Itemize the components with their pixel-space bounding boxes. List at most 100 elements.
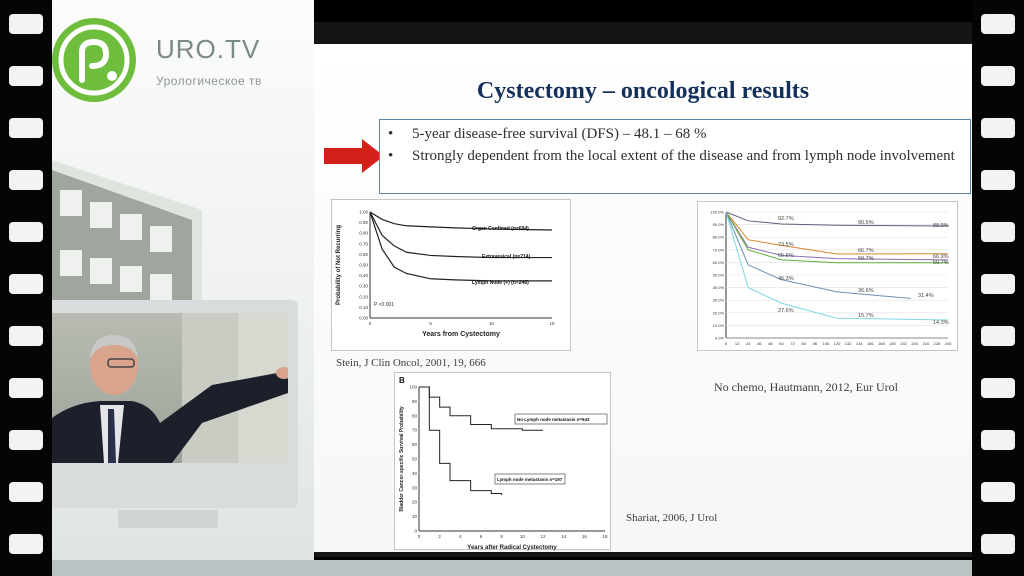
y-tick-label: 0.50 [359, 263, 368, 268]
data-label: 15.7% [858, 313, 874, 319]
film-hole [9, 274, 43, 294]
film-hole [9, 118, 43, 138]
y-tick-label: 30.0% [713, 298, 725, 303]
presentation-slide: Cystectomy – oncological results • 5-yea… [314, 44, 972, 552]
bullet-box: • 5-year disease-free survival (DFS) – 4… [379, 119, 971, 194]
y-tick-label: 0.70 [359, 241, 368, 246]
y-tick-label: 100 [409, 385, 417, 390]
film-hole [981, 482, 1015, 502]
film-hole [9, 534, 43, 554]
x-tick-label: 144 [856, 341, 863, 346]
y-tick-label: 100.0% [710, 210, 724, 215]
caption-stein: Stein, J Clin Oncol, 2001, 19, 666 [336, 357, 486, 369]
film-hole [9, 14, 43, 34]
chart-stein-svg: 0 5 10 15 0.00 0.10 0.20 0.30 0.40 0.50 0.60 0.70 0.… [336, 210, 555, 339]
x-tick-label: 10 [520, 534, 526, 539]
x-tick-label: 240 [945, 341, 952, 346]
series-line [419, 386, 543, 431]
x-tick-label: 168 [878, 341, 885, 346]
film-hole [981, 378, 1015, 398]
y-tick-label: 0.0% [715, 336, 725, 341]
bottom-bar [52, 560, 972, 576]
series-label: Organ Confined (n=694) [472, 226, 529, 232]
brand-name: URO.TV [156, 34, 261, 64]
x-tick-label: 72 [790, 341, 795, 346]
y-tick-label: 0.60 [359, 252, 368, 257]
y-tick-label: 20.0% [713, 310, 725, 315]
annotation: P <0.001 [374, 302, 394, 308]
film-strip-right [972, 0, 1024, 576]
y-tick-label: 40.0% [713, 285, 725, 290]
x-tick-label: 108 [823, 341, 830, 346]
bullet-item: • 5-year disease-free survival (DFS) – 4… [388, 124, 970, 144]
y-tick-label: 90.0% [713, 222, 725, 227]
x-tick-label: 18 [602, 534, 608, 539]
x-axis-label: Years after Radical Cystectomy [467, 545, 557, 551]
caption-hautmann: No chemo, Hautmann, 2012, Eur Urol [714, 380, 898, 394]
series-line [725, 211, 948, 264]
y-tick-label: 80 [412, 413, 418, 418]
data-label: 31.4% [918, 293, 934, 299]
chart-shariat-svg: 0 2 4 6 8 10 12 14 16 18 0 10 20 30 40 50 60 70 80 90 100 Yea… [399, 376, 608, 551]
x-tick-label: 156 [867, 341, 874, 346]
series-line [369, 211, 553, 231]
series-label: No Lymph node metastasis n=643 [514, 413, 608, 425]
speaker-video[interactable] [52, 313, 288, 463]
x-tick-label: 48 [768, 341, 773, 346]
y-tick-label: 0.00 [359, 316, 368, 321]
x-tick-label: 2 [438, 534, 441, 539]
y-tick-label: 50.0% [713, 273, 725, 278]
y-tick-label: 80.0% [713, 235, 725, 240]
y-tick-label: 60.0% [713, 260, 725, 265]
x-tick-label: 8 [500, 534, 503, 539]
film-hole [981, 222, 1015, 242]
panel-label: B [399, 376, 405, 385]
x-tick-label: 84 [801, 341, 806, 346]
y-tick-label: 30 [412, 485, 418, 490]
series-name: No Lymph node metastasis n=643 [517, 417, 590, 422]
data-label: 36.6% [858, 288, 874, 294]
y-tick-label: 70 [412, 428, 418, 433]
series-name: Lymph node metastasis n=197 [497, 477, 563, 482]
series-label: Lymph Node (+) (n=246) [472, 280, 529, 286]
bullet-item: • Strongly dependent from the local exte… [388, 146, 970, 166]
data-label: 66.7% [858, 248, 874, 254]
y-tick-label: 0.20 [359, 294, 368, 299]
series-label-box [494, 473, 566, 485]
x-tick-label: 0 [725, 341, 728, 346]
y-tick-label: 60 [412, 442, 418, 447]
y-tick-label: 40 [412, 471, 418, 476]
series-line [419, 386, 503, 495]
x-tick-label: 60 [779, 341, 784, 346]
y-axis-label: Bladder Cancer-specific Survival Probabi… [399, 406, 405, 512]
film-hole [981, 66, 1015, 86]
chart-hautmann-svg: 0 12 24 36 48 60 72 84 96 108 120 132 144 156 168 180 19… [710, 210, 952, 347]
series-line [725, 211, 949, 321]
series-name: Organ Confined (n=694) [472, 226, 529, 232]
x-tick-label: 14 [561, 534, 567, 539]
y-tick-label: 0.10 [359, 305, 368, 310]
film-hole [981, 274, 1015, 294]
y-tick-label: 1.00 [359, 210, 368, 215]
film-hole [9, 170, 43, 190]
x-tick-label: 180 [889, 341, 896, 346]
film-hole [9, 66, 43, 86]
film-hole [9, 326, 43, 346]
data-label: 73.5% [778, 242, 794, 248]
x-tick-label: 5 [429, 321, 432, 326]
x-tick-label: 96 [813, 341, 818, 346]
bullet-text: 5-year disease-free survival (DFS) – 48.… [412, 126, 707, 142]
x-tick-label: 36 [757, 341, 762, 346]
monitor-stand [118, 510, 218, 528]
bullet-text: Strongly dependent from the local extent… [412, 148, 955, 164]
data-label: 14.3% [933, 320, 949, 326]
x-tick-label: 216 [922, 341, 929, 346]
data-label: 66.9% [933, 254, 949, 260]
data-label: 65.6% [778, 253, 794, 259]
data-label: 46.3% [778, 276, 794, 282]
series-label-box [514, 413, 608, 425]
series-label: Extravesical (n=214) [482, 254, 531, 260]
film-hole [9, 430, 43, 450]
film-hole [981, 170, 1015, 190]
y-tick-label: 10 [412, 514, 418, 519]
